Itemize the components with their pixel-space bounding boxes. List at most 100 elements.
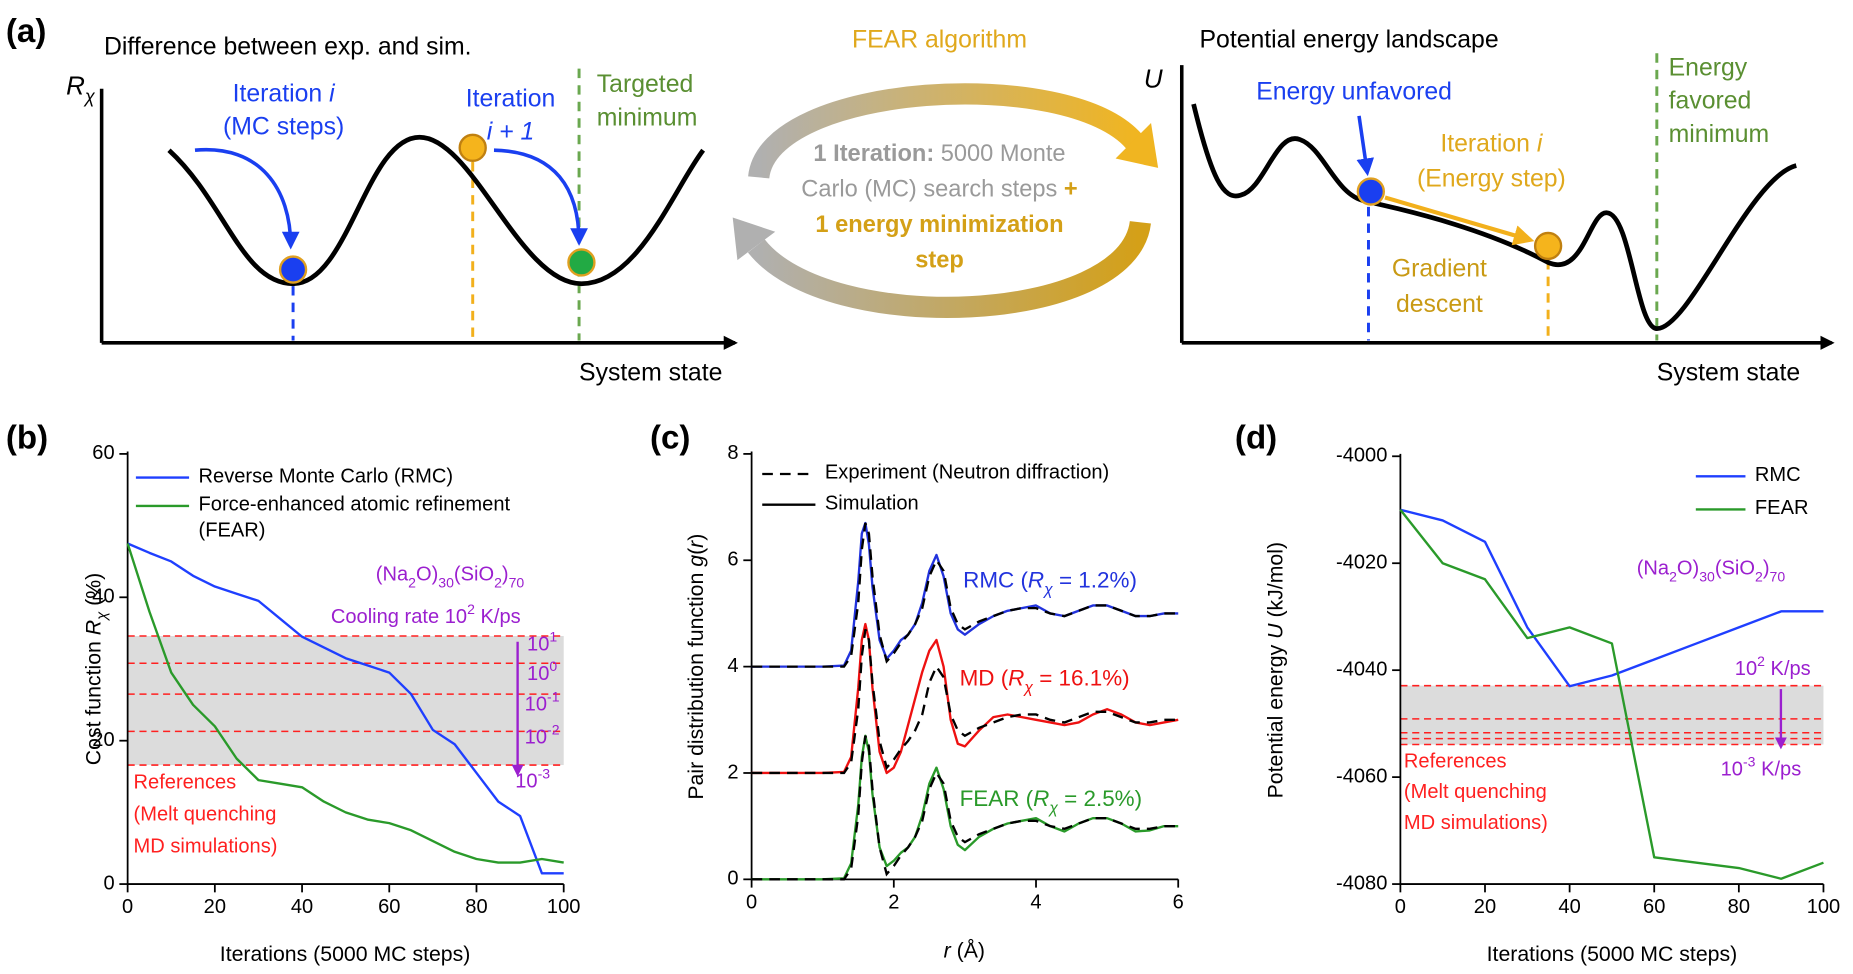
series-line bbox=[126, 543, 564, 864]
text-span: descent bbox=[1396, 291, 1483, 318]
annotation: 10-3 bbox=[515, 765, 550, 793]
legend-entry: Force-enhanced atomic refinement (FEAR) bbox=[199, 493, 511, 541]
state-dot bbox=[458, 133, 487, 163]
text-span: 2 bbox=[408, 574, 416, 590]
annotation: 10-2 bbox=[525, 721, 560, 749]
panel-label: (b) bbox=[6, 419, 48, 456]
text-span: ) bbox=[1763, 558, 1770, 580]
x-axis-label: Iterations (5000 MC steps) bbox=[1487, 942, 1738, 966]
text-span: -3 bbox=[1743, 753, 1756, 769]
text-span: MD ( bbox=[960, 666, 1009, 691]
text-span: 5000 Monte bbox=[934, 141, 1065, 167]
y-tick-label: 0 bbox=[103, 872, 114, 894]
cycle-arrow bbox=[748, 83, 1143, 180]
diagram-text: Iteration i bbox=[233, 80, 337, 107]
state-dot bbox=[1533, 231, 1563, 261]
text-span: Pair distribution function bbox=[684, 567, 708, 800]
reference-band bbox=[127, 636, 564, 766]
x-tick-label: 40 bbox=[1558, 896, 1580, 918]
text-span: (SiO bbox=[454, 564, 494, 586]
diagram-text: Difference between exp. and sim. bbox=[104, 33, 472, 60]
text-span: 2 bbox=[1669, 568, 1677, 584]
annotation: (Melt quenching bbox=[134, 804, 277, 826]
y-tick-label: 4 bbox=[727, 655, 738, 677]
x-tick-label: 6 bbox=[1173, 891, 1184, 913]
text-span: O) bbox=[416, 564, 438, 586]
series-line bbox=[751, 622, 1179, 775]
series-label: MD (Rχ = 16.1%) bbox=[960, 666, 1130, 697]
text-span: 1 Iteration: bbox=[813, 141, 934, 167]
arrow bbox=[194, 147, 300, 250]
text-span: 1 energy minimization bbox=[815, 212, 1063, 238]
series-label: FEAR (Rχ = 2.5%) bbox=[960, 786, 1143, 817]
text-span: χ bbox=[1022, 679, 1033, 696]
text-span: = 2.5%) bbox=[1058, 786, 1142, 811]
legend-entry: Reverse Monte Carlo (RMC) bbox=[199, 465, 454, 487]
text-span: O) bbox=[1677, 558, 1699, 580]
text-span: r bbox=[944, 938, 952, 962]
x-tick-label: 4 bbox=[1030, 891, 1041, 913]
x-tick-label: 80 bbox=[465, 896, 487, 918]
diagram-text: (a) bbox=[6, 13, 46, 50]
text-span: (MC steps) bbox=[223, 113, 344, 140]
text-span: K/ps bbox=[1755, 759, 1801, 781]
x-axis-label: Iterations (5000 MC steps) bbox=[220, 942, 471, 966]
y-tick-label: 40 bbox=[92, 586, 114, 608]
text-span: -3 bbox=[538, 765, 551, 781]
text-span: FEAR algorithm bbox=[852, 26, 1027, 53]
diagram-text: (Energy step) bbox=[1417, 165, 1566, 192]
text-span: χ bbox=[83, 86, 96, 106]
diagram-text: FEAR algorithm bbox=[852, 26, 1027, 53]
legend-entry: FEAR bbox=[1754, 496, 1809, 519]
energy-curve bbox=[167, 134, 706, 287]
annotation: Cooling rate 102 K/ps bbox=[331, 601, 521, 629]
text-span: χ bbox=[94, 611, 110, 622]
series-label: RMC (Rχ = 1.2%) bbox=[963, 567, 1137, 598]
text-span: 10 bbox=[525, 727, 547, 749]
text-span: Potential energy bbox=[1263, 639, 1287, 799]
annotation: 102 K/ps bbox=[1735, 653, 1811, 681]
diagram-text: i + 1 bbox=[487, 118, 535, 145]
text-span: 2 bbox=[1755, 568, 1763, 584]
text-span: (Na bbox=[376, 564, 409, 586]
arrow bbox=[1356, 115, 1375, 177]
text-span: i bbox=[1537, 130, 1544, 157]
diagram-text: 1 Iteration: 5000 Monte bbox=[813, 141, 1065, 167]
y-tick-label: 60 bbox=[92, 442, 114, 464]
x-tick-label: 100 bbox=[1807, 896, 1841, 918]
y-axis-label: Potential energy U (kJ/mol) bbox=[1263, 542, 1287, 798]
energy-curve bbox=[1191, 103, 1798, 332]
annotation: 10-3 K/ps bbox=[1721, 753, 1802, 781]
text-span: 30 bbox=[1699, 568, 1715, 584]
diagram-text: minimum bbox=[597, 104, 698, 131]
text-span: MD simulations) bbox=[1404, 812, 1548, 834]
text-span: Energy unfavored bbox=[1256, 78, 1452, 105]
diagram-text: Iteration bbox=[466, 85, 556, 112]
text-span: 10 bbox=[1735, 658, 1757, 680]
diagram-text: U bbox=[1144, 63, 1163, 93]
legend-label: FEAR bbox=[1754, 496, 1809, 519]
diagram-text: System state bbox=[579, 359, 722, 386]
experiment-line bbox=[751, 629, 1179, 775]
text-span: RMC ( bbox=[963, 567, 1028, 592]
series-line bbox=[1399, 509, 1824, 880]
arrow bbox=[493, 148, 588, 246]
y-tick-label: -4080 bbox=[1336, 872, 1387, 894]
panel-a-graphics bbox=[99, 53, 1835, 350]
annotation: MD simulations) bbox=[1404, 812, 1548, 834]
text-span: step bbox=[915, 248, 964, 274]
x-axis-label: r (Å) bbox=[944, 938, 985, 962]
diagram-text: Targeted bbox=[597, 71, 694, 98]
text-span: R bbox=[81, 620, 105, 635]
x-tick-label: 2 bbox=[888, 891, 899, 913]
diagram-text: Potential energy landscape bbox=[1199, 26, 1498, 53]
diagram-text: Iteration i bbox=[1440, 130, 1544, 157]
text-span: (kJ/mol) bbox=[1263, 542, 1287, 624]
panel-label: (d) bbox=[1235, 419, 1277, 456]
series-line bbox=[127, 542, 564, 875]
y-tick-label: -4020 bbox=[1336, 552, 1387, 574]
text-span: 2 bbox=[1757, 653, 1765, 669]
arrow-head bbox=[1115, 123, 1159, 168]
diagram-text: Energy bbox=[1669, 54, 1748, 81]
text-span: (Na bbox=[1637, 558, 1670, 580]
